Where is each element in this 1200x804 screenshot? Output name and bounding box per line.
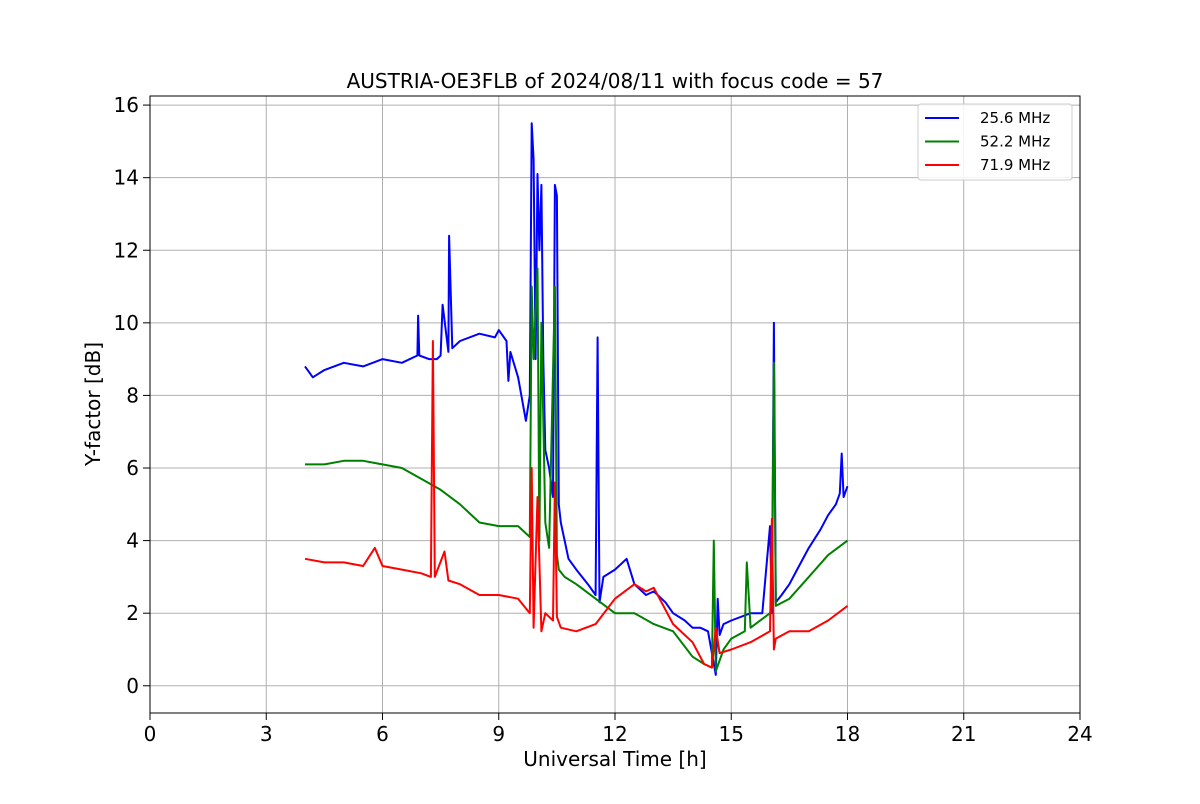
y-tick-label: 12 <box>114 238 139 262</box>
x-tick-label: 18 <box>835 722 860 746</box>
x-tick-label: 15 <box>719 722 744 746</box>
series-line-2 <box>305 267 849 673</box>
y-tick-label: 2 <box>126 601 139 625</box>
x-tick-label: 6 <box>376 722 389 746</box>
x-tick-label: 24 <box>1067 722 1092 746</box>
legend: 25.6 MHz 52.2 MHz 71.9 MHz <box>917 103 1073 181</box>
x-tick-label: 21 <box>951 722 976 746</box>
y-tick-label: 6 <box>126 456 139 480</box>
legend-label: 52.2 MHz <box>980 133 1050 151</box>
x-tick-label: 12 <box>602 722 627 746</box>
y-tick-label: 10 <box>114 311 139 335</box>
series-lines <box>304 122 849 676</box>
series-line-3 <box>304 340 849 669</box>
legend-label: 25.6 MHz <box>980 109 1050 127</box>
x-axis-title: Universal Time [h] <box>523 747 706 771</box>
chart-title: AUSTRIA-OE3FLB of 2024/08/11 with focus … <box>347 69 884 93</box>
y-tick-label: 8 <box>126 383 139 407</box>
x-tick-label: 0 <box>144 722 157 746</box>
legend-label: 71.9 MHz <box>980 156 1050 174</box>
legend-box <box>917 103 1073 181</box>
y-tick-label: 14 <box>114 166 139 190</box>
y-tick-label: 4 <box>126 529 139 553</box>
y-tick-label: 16 <box>114 93 139 117</box>
y-tick-label: 0 <box>126 674 139 698</box>
y-axis-title: Y-factor [dB] <box>81 342 105 467</box>
x-tick-label: 3 <box>260 722 273 746</box>
x-tick-label: 9 <box>492 722 505 746</box>
